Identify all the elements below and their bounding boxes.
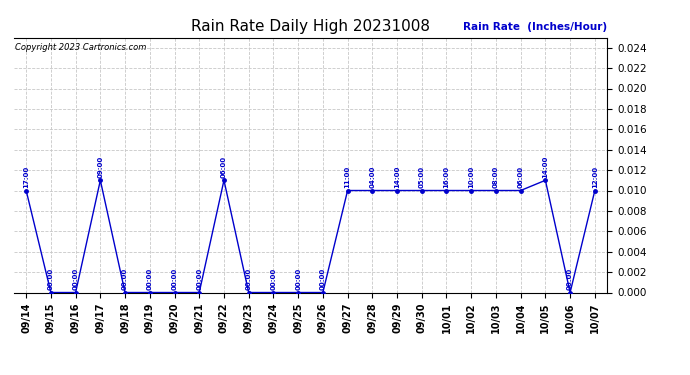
Text: 00:00: 00:00 (246, 268, 252, 290)
Text: 04:00: 04:00 (369, 166, 375, 188)
Text: 00:00: 00:00 (48, 268, 54, 290)
Text: Rain Rate  (Inches/Hour): Rain Rate (Inches/Hour) (463, 22, 607, 32)
Text: 14:00: 14:00 (394, 166, 400, 188)
Text: 09:00: 09:00 (97, 156, 104, 178)
Text: 05:00: 05:00 (419, 166, 425, 188)
Text: 08:00: 08:00 (493, 166, 499, 188)
Text: 11:00: 11:00 (344, 166, 351, 188)
Text: 00:00: 00:00 (147, 268, 152, 290)
Text: 00:00: 00:00 (196, 268, 202, 290)
Text: 00:00: 00:00 (72, 268, 79, 290)
Text: 00:00: 00:00 (172, 268, 177, 290)
Text: 12:00: 12:00 (592, 166, 598, 188)
Text: 06:00: 06:00 (518, 166, 524, 188)
Text: 00:00: 00:00 (320, 268, 326, 290)
Text: 16:00: 16:00 (444, 166, 449, 188)
Text: Copyright 2023 Cartronics.com: Copyright 2023 Cartronics.com (15, 43, 146, 52)
Text: 00:00: 00:00 (295, 268, 301, 290)
Text: 17:00: 17:00 (23, 166, 29, 188)
Text: 00:00: 00:00 (122, 268, 128, 290)
Text: 10:00: 10:00 (469, 166, 474, 188)
Text: 14:00: 14:00 (542, 155, 549, 178)
Text: 00:00: 00:00 (270, 268, 277, 290)
Title: Rain Rate Daily High 20231008: Rain Rate Daily High 20231008 (191, 18, 430, 33)
Text: 00:00: 00:00 (567, 268, 573, 290)
Text: 06:00: 06:00 (221, 156, 227, 178)
